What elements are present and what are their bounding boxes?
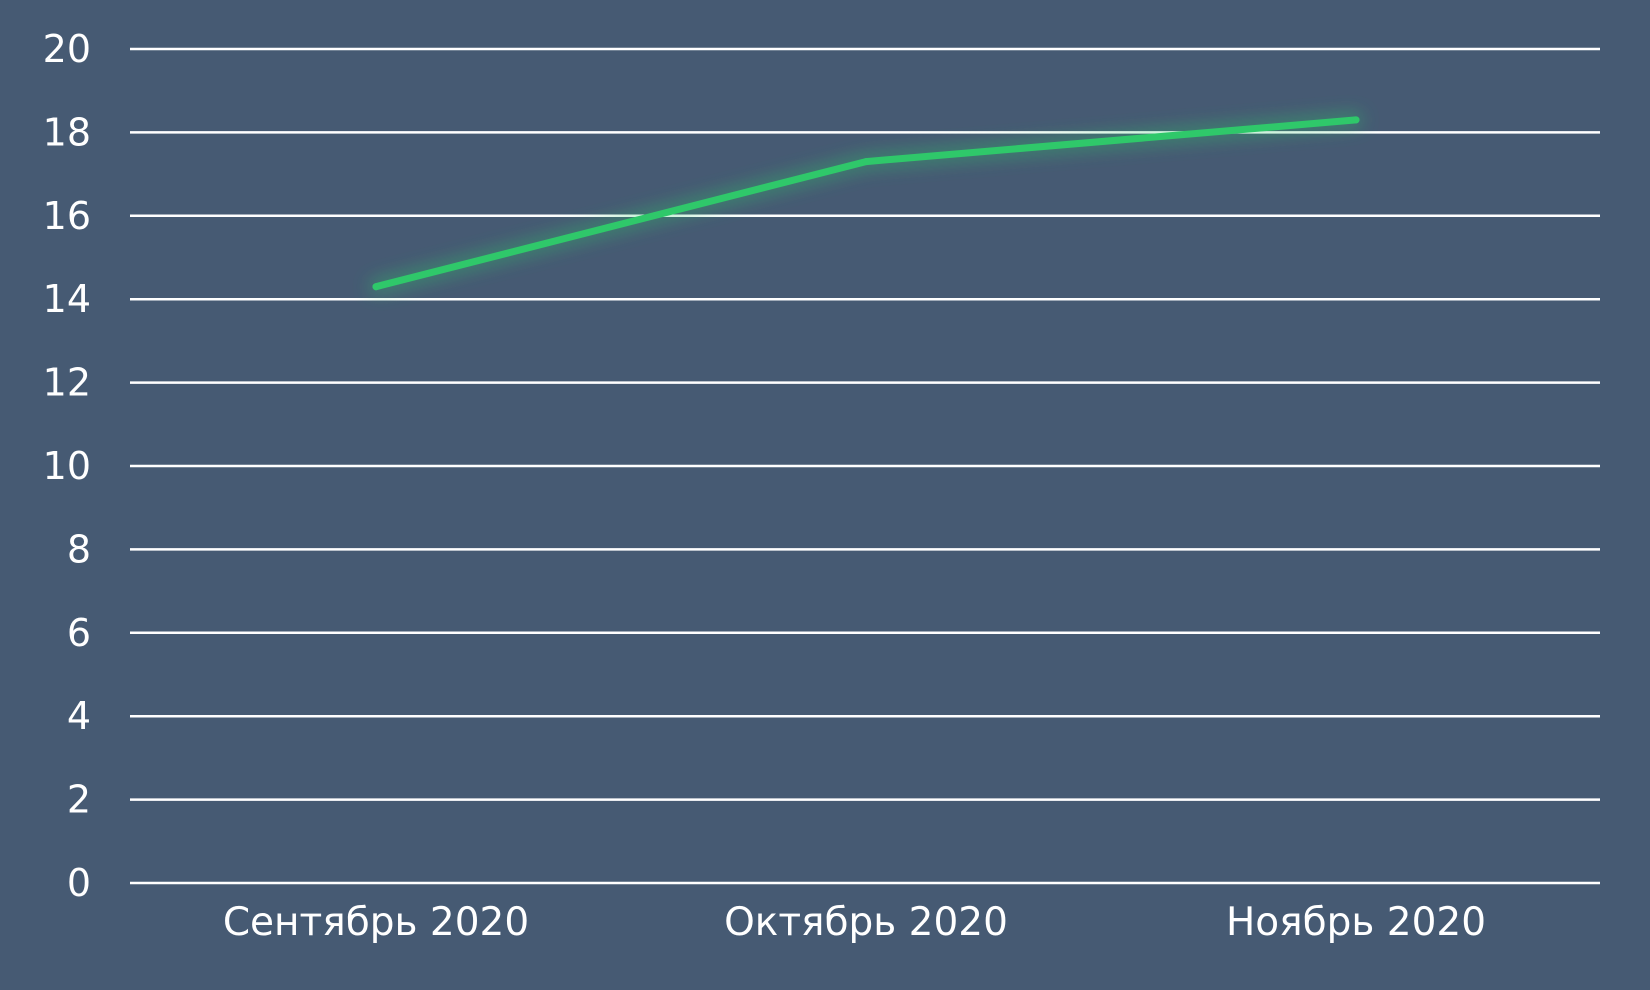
series-lines (369, 112, 1363, 294)
y-tick-label: 12 (43, 361, 91, 405)
y-tick-label: 16 (43, 194, 91, 238)
y-tick-label: 18 (43, 110, 91, 154)
y-tick-label: 14 (43, 277, 91, 321)
data-point (372, 283, 380, 291)
y-tick-label: 20 (43, 27, 91, 71)
data-point (862, 158, 870, 166)
y-axis-tick-labels: 0 2 4 6 8 10 12 14 16 18 20 (43, 27, 91, 905)
x-category-label: Ноябрь 2020 (1226, 900, 1486, 945)
y-tick-label: 10 (43, 444, 91, 488)
x-category-label: Октябрь 2020 (724, 900, 1008, 945)
y-tick-label: 0 (67, 861, 91, 905)
y-tick-label: 2 (67, 778, 91, 822)
data-point (1352, 116, 1360, 124)
gridlines (130, 47, 1600, 885)
x-axis-category-labels: Сентябрь 2020 Октябрь 2020 Ноябрь 2020 (223, 900, 1486, 945)
y-tick-label: 4 (67, 694, 91, 738)
y-tick-label: 6 (67, 611, 91, 655)
y-tick-label: 8 (67, 527, 91, 571)
x-category-label: Сентябрь 2020 (223, 900, 529, 945)
